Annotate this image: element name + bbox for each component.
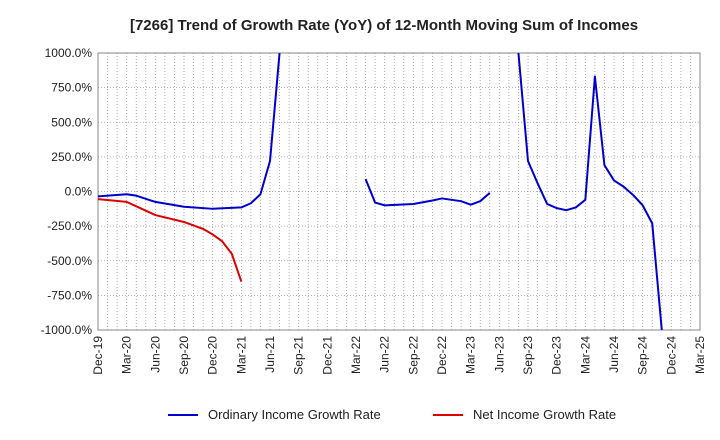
x-tick-label: Dec-24 <box>664 336 678 375</box>
x-tick-label: Dec-20 <box>206 336 220 375</box>
series-layer <box>98 53 663 330</box>
x-tick-label: Jun-23 <box>492 336 506 373</box>
y-tick-label: 250.0% <box>51 150 92 164</box>
x-tick-label: Mar-23 <box>464 336 478 374</box>
legend-label: Ordinary Income Growth Rate <box>208 407 381 422</box>
series-line <box>364 178 491 207</box>
x-tick-label: Mar-21 <box>234 336 248 374</box>
y-tick-label: 1000.0% <box>45 46 93 60</box>
series-line <box>517 53 663 330</box>
x-tick-label: Sep-22 <box>406 336 420 375</box>
x-tick-label: Dec-22 <box>435 336 449 375</box>
grid <box>98 52 700 331</box>
y-tick-label: -500.0% <box>47 254 92 268</box>
y-tick-label: -250.0% <box>47 219 92 233</box>
legend-label: Net Income Growth Rate <box>473 407 616 422</box>
x-tick-label: Dec-21 <box>320 336 334 375</box>
y-tick-label: 750.0% <box>51 81 92 95</box>
x-tick-label: Jun-20 <box>148 336 162 373</box>
series-line <box>98 198 243 282</box>
x-tick-label: Sep-21 <box>292 336 306 375</box>
x-tick-label: Sep-23 <box>521 336 535 375</box>
x-tick-label: Jun-22 <box>378 336 392 373</box>
series-line <box>98 53 281 210</box>
x-tick-label: Jun-21 <box>263 336 277 373</box>
x-tick-label: Dec-19 <box>91 336 105 375</box>
x-tick-label: Mar-25 <box>693 336 707 374</box>
series-2 <box>98 198 243 282</box>
x-tick-label: Mar-24 <box>578 336 592 374</box>
x-tick-label: Sep-24 <box>636 336 650 375</box>
series-1 <box>98 53 663 330</box>
y-tick-label: 0.0% <box>65 185 93 199</box>
x-tick-label: Mar-20 <box>120 336 134 374</box>
y-tick-label: -750.0% <box>47 288 92 302</box>
x-tick-label: Mar-22 <box>349 336 363 374</box>
y-tick-label: -1000.0% <box>41 323 93 337</box>
plot-frame <box>97 52 701 331</box>
x-tick-label: Sep-20 <box>177 336 191 375</box>
x-tick-label: Dec-23 <box>550 336 564 375</box>
x-tick-label: Jun-24 <box>607 336 621 373</box>
y-tick-label: 500.0% <box>51 115 92 129</box>
axes: 1000.0% 750.0% 500.0% 250.0% 0.0% -250.0% -500… <box>41 46 707 375</box>
legend: Ordinary Income Growth Rate Net Income Gr… <box>168 407 616 422</box>
chart-title: [7266] Trend of Growth Rate (YoY) of 12-… <box>130 17 638 34</box>
